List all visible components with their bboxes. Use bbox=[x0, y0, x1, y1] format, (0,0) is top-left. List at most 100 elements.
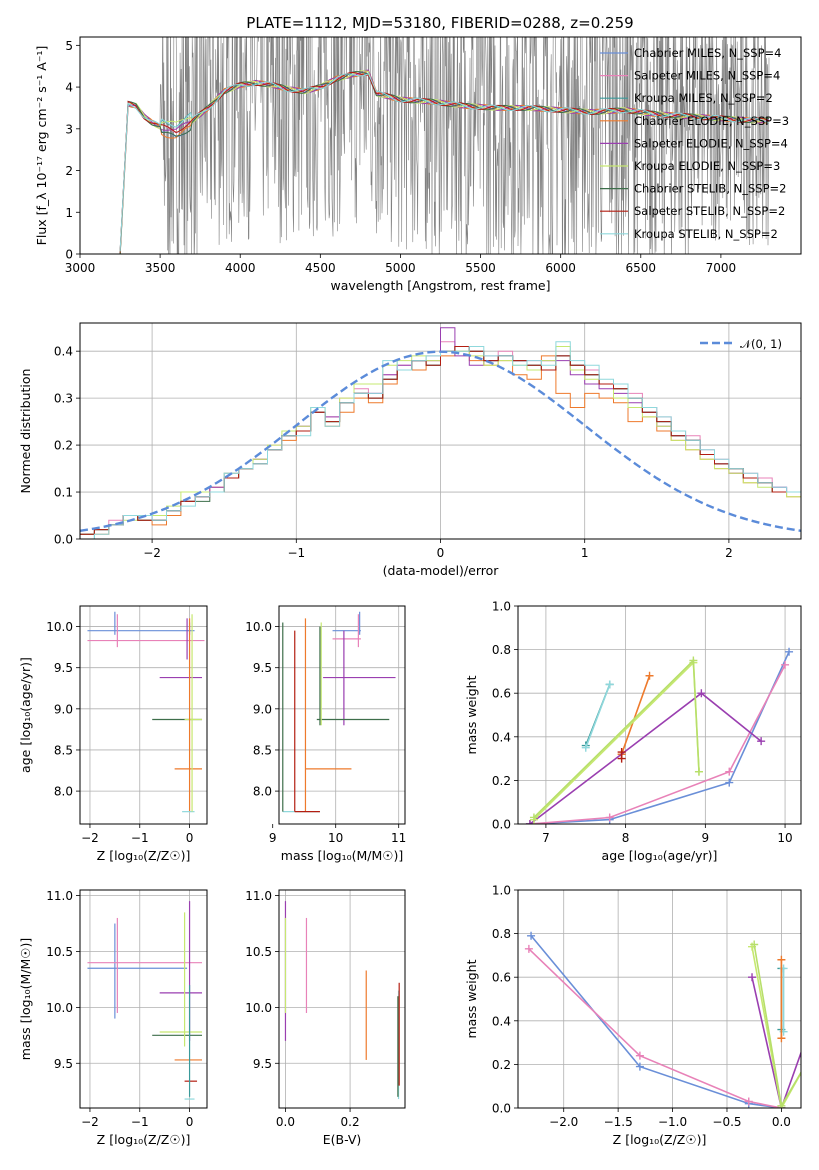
legend-entry: Kroupa MILES, N_SSP=2 bbox=[634, 91, 773, 105]
plot-area bbox=[518, 890, 815, 1108]
y-axis-label: age [log₁₀(age/yr)] bbox=[18, 657, 33, 773]
weight-marker bbox=[525, 820, 534, 824]
x-tick-label: −2 bbox=[143, 546, 161, 560]
plot-area bbox=[80, 606, 207, 824]
chart-mass-vs-EBV: 0.0 0.2 9.5 10.0 10.5 11.0 E(B-V) bbox=[245, 889, 406, 1147]
x-tick-label: 7000 bbox=[706, 261, 737, 275]
weight-marker bbox=[524, 944, 533, 953]
x-tick-label: 5000 bbox=[385, 261, 416, 275]
chart-weight-vs-Z: −2.0 −1.5 −1.0 −0.5 0.0 0.0 0.2 0.4 0.6 0.8 1.0 Z [… bbox=[464, 884, 815, 1147]
axes-frame bbox=[278, 605, 406, 825]
normal-curve bbox=[80, 350, 801, 532]
weight-line bbox=[528, 948, 782, 1108]
weight-series bbox=[529, 656, 703, 822]
axes-frame bbox=[79, 605, 208, 825]
y-tick-label: 10.0 bbox=[245, 1001, 272, 1015]
y-tick-label: 0.0 bbox=[492, 818, 511, 832]
y-tick-label: 0.2 bbox=[492, 774, 511, 788]
x-axis-label: Z [log₁₀(Z/Z☉)] bbox=[97, 1132, 191, 1147]
x-tick-label: −2 bbox=[81, 831, 99, 845]
weight-marker bbox=[807, 1052, 815, 1060]
weight-marker bbox=[748, 973, 757, 982]
x-tick-label: 0 bbox=[186, 831, 194, 845]
figure-title: PLATE=1112, MJD=53180, FIBERID=0288, z=0… bbox=[246, 14, 633, 32]
y-axis-label: mass weight bbox=[464, 959, 479, 1038]
weight-marker bbox=[781, 660, 790, 669]
axes-frame bbox=[278, 889, 406, 1109]
x-tick-label: 2 bbox=[725, 546, 733, 560]
legend-entry: Chabrier ELODIE, N_SSP=3 bbox=[634, 114, 789, 128]
y-tick-label: 0.8 bbox=[492, 927, 511, 941]
x-tick-label: 0.0 bbox=[772, 1115, 791, 1129]
x-tick-label: 6500 bbox=[626, 261, 657, 275]
x-tick-label: 9 bbox=[702, 831, 710, 845]
weight-series bbox=[525, 689, 766, 824]
legend-entry: Kroupa STELIB, N_SSP=2 bbox=[634, 227, 778, 241]
chart-age-vs-mass: 9 10 11 8.0 8.5 9.0 9.5 10.0 mass [log₁₀(M/M☉)] bbox=[245, 605, 406, 863]
y-axis-label: mass [log₁₀(M/M☉)] bbox=[18, 938, 33, 1060]
y-tick-label: 8.0 bbox=[253, 785, 272, 799]
x-tick-label: 3500 bbox=[145, 261, 176, 275]
residual-histogram bbox=[80, 327, 801, 535]
y-tick-label: 9.5 bbox=[253, 661, 272, 675]
weight-marker bbox=[750, 940, 759, 949]
x-tick-label: 3000 bbox=[65, 261, 96, 275]
weight-marker bbox=[697, 689, 706, 698]
y-tick-label: 0.6 bbox=[492, 687, 511, 701]
weight-series bbox=[525, 660, 790, 824]
chart-mass-vs-Z: −2 −1 0 9.5 10.0 10.5 11.0 Z [log₁₀(Z/Z☉)] mass … bbox=[18, 889, 208, 1147]
observed-spectrum bbox=[115, 37, 770, 254]
weight-marker bbox=[777, 955, 786, 964]
y-tick-label: 0.3 bbox=[54, 392, 73, 406]
legend: Chabrier MILES, N_SSP=4 Salpeter MILES, N… bbox=[600, 46, 789, 241]
x-tick-label: 4000 bbox=[225, 261, 256, 275]
x-axis-label: (data-model)/error bbox=[383, 563, 500, 578]
y-tick-label: 2 bbox=[65, 164, 73, 178]
weight-marker bbox=[725, 767, 734, 776]
y-axis-label: Flux [f_λ 10⁻¹⁷ erg cm⁻² s⁻¹ A⁻¹] bbox=[34, 46, 49, 246]
x-tick-label: 5500 bbox=[465, 261, 496, 275]
legend-entry: Salpeter ELODIE, N_SSP=4 bbox=[634, 136, 788, 150]
y-tick-label: 5 bbox=[65, 39, 73, 53]
weight-marker bbox=[635, 1062, 644, 1071]
weight-marker bbox=[529, 813, 538, 822]
x-tick-label: −0.5 bbox=[712, 1115, 741, 1129]
axes-frame bbox=[79, 889, 208, 1109]
weight-series bbox=[617, 671, 654, 759]
x-tick-label: 0 bbox=[186, 1115, 194, 1129]
weight-series bbox=[527, 931, 786, 1108]
x-tick-label: −2.0 bbox=[549, 1115, 578, 1129]
x-tick-label: 0.2 bbox=[341, 1115, 360, 1129]
y-tick-label: 0.6 bbox=[492, 971, 511, 985]
y-tick-label: 0.2 bbox=[492, 1058, 511, 1072]
weight-series bbox=[777, 955, 786, 1043]
axes-frame bbox=[79, 322, 802, 540]
residual-histogram bbox=[80, 341, 801, 539]
weight-marker bbox=[725, 778, 734, 787]
x-tick-label: 10 bbox=[777, 831, 792, 845]
x-tick-label: −1 bbox=[131, 831, 149, 845]
x-tick-label: 6000 bbox=[545, 261, 576, 275]
axes-frame bbox=[79, 36, 802, 255]
weight-line bbox=[533, 660, 700, 821]
x-axis-label: wavelength [Angstrom, rest frame] bbox=[330, 278, 550, 293]
x-tick-label: 11 bbox=[391, 831, 406, 845]
legend: 𝒩(0, 1) bbox=[700, 337, 782, 351]
weight-marker bbox=[694, 767, 703, 776]
axes-frame bbox=[517, 605, 802, 825]
chart-residuals: −2 −1 0 1 2 0.0 0.1 0.2 0.3 0.4 (data-model)/error… bbox=[18, 322, 802, 578]
weight-line bbox=[529, 651, 790, 824]
x-tick-label: 9 bbox=[269, 831, 277, 845]
y-tick-label: 4 bbox=[65, 81, 73, 95]
weight-marker bbox=[645, 671, 654, 680]
y-axis-label: Normed distribution bbox=[18, 369, 33, 494]
y-tick-label: 10.0 bbox=[46, 620, 73, 634]
x-axis-label: Z [log₁₀(Z/Z☉)] bbox=[613, 1132, 707, 1147]
weight-marker bbox=[635, 1051, 644, 1060]
y-tick-label: 9.0 bbox=[54, 702, 73, 716]
weight-series bbox=[750, 940, 815, 1108]
legend-entry: Chabrier STELIB, N_SSP=2 bbox=[634, 182, 786, 196]
x-tick-label: −1 bbox=[131, 1115, 149, 1129]
y-tick-label: 10.5 bbox=[245, 945, 272, 959]
